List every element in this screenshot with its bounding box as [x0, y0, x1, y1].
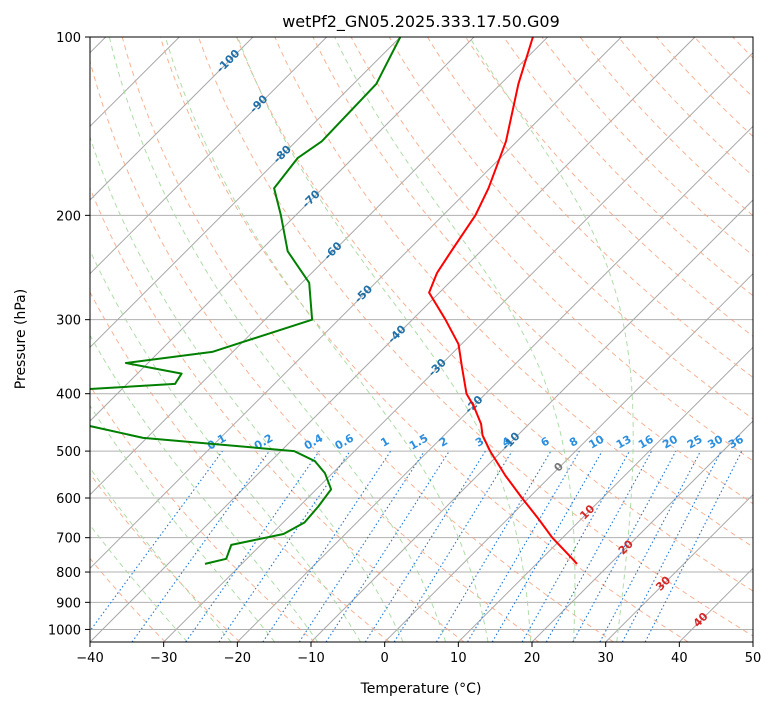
moist-adiabat	[108, 37, 446, 642]
profiles	[90, 37, 578, 565]
dry-adiabat	[90, 186, 465, 642]
dry-adiabat	[236, 37, 753, 592]
dewpoint-profile-line	[90, 37, 402, 565]
dry-adiabat	[312, 37, 753, 505]
dry-adiabat	[541, 37, 753, 257]
mixing-ratio-line	[572, 450, 677, 642]
x-tick-label: 0	[381, 651, 389, 666]
plot-area: 0.1 0.2 0.4 0.6 1 1.5 2 3 4 6 8 10 13 16 20 25 30 36-100-…	[90, 37, 753, 642]
y-tick-label: 200	[56, 209, 81, 224]
dry-adiabat	[465, 37, 753, 338]
dry-adiabat	[274, 37, 753, 548]
y-tick-label: 100	[56, 31, 81, 46]
moist-adiabat	[90, 404, 276, 642]
moist-adiabats	[90, 37, 634, 642]
y-tick-label: 400	[56, 388, 81, 403]
x-tick-label: 40	[671, 651, 688, 666]
isotherm	[90, 37, 401, 349]
moist-adiabat	[90, 249, 362, 642]
y-axis-label: Pressure (hPa)	[13, 289, 29, 389]
moist-adiabat	[334, 37, 576, 642]
moist-adiabat	[90, 135, 404, 642]
moist-adiabat	[90, 467, 232, 642]
isotherm	[163, 51, 753, 642]
dry-adiabat	[350, 37, 753, 462]
plot-frame	[89, 36, 754, 643]
temperature-profile-line	[428, 37, 578, 565]
y-tick-label: 800	[56, 566, 81, 581]
y-tick-label: 900	[56, 596, 81, 611]
y-tick-label: 600	[56, 492, 81, 507]
y-tick-label: 1000	[48, 623, 81, 638]
dry-adiabat	[426, 37, 753, 378]
dry-adiabat	[579, 37, 753, 217]
chart-title: wetPf2_GN05.2025.333.17.50.G09	[282, 12, 560, 32]
moist-adiabat	[237, 37, 532, 642]
isotherm	[90, 37, 254, 201]
x-tick-label: 10	[450, 651, 467, 666]
moist-adiabat	[90, 334, 319, 642]
x-axis-label: Temperature (°C)	[360, 681, 482, 697]
mixing-ratio-line	[393, 450, 513, 642]
x-tick-label: 30	[597, 651, 614, 666]
mixing-ratio-line	[545, 450, 653, 642]
y-tick-label: 300	[56, 314, 81, 329]
dry-adiabat	[90, 384, 316, 642]
x-tick-label: −20	[224, 651, 251, 666]
x-tick-label: −10	[297, 651, 324, 666]
moist-adiabat	[90, 524, 188, 642]
mixing-ratio-line	[435, 450, 552, 642]
isotherm	[90, 37, 328, 275]
isotherm	[605, 493, 753, 642]
isotherms	[90, 37, 753, 642]
isotherm	[310, 199, 753, 642]
mixing-ratio-line	[325, 450, 450, 642]
x-tick-label: 50	[745, 651, 762, 666]
isotherm	[90, 37, 696, 642]
isotherm	[457, 346, 753, 642]
x-tick-label: −40	[76, 651, 103, 666]
mixing-ratio-line	[185, 450, 320, 642]
mixing-ratio-line	[521, 450, 630, 642]
dry-adiabat	[121, 37, 614, 642]
isotherm	[236, 125, 753, 642]
dry-adiabat	[90, 59, 540, 642]
x-tick-label: 20	[524, 651, 541, 666]
pressure-gridlines	[90, 37, 753, 630]
isotherm	[531, 420, 753, 642]
mixing-ratio-line	[364, 450, 486, 642]
axes: −40 −30 −20 −10 0 10 20 30 40 50 100 200 300 400 500 60…	[48, 31, 761, 666]
dry-adiabat	[198, 37, 753, 637]
dry-adiabat	[388, 37, 753, 420]
mixing-ratio-line	[467, 450, 580, 642]
dry-adiabats	[90, 37, 753, 642]
mixing-ratio-lines	[90, 450, 743, 642]
y-tick-label: 500	[56, 445, 81, 460]
dry-adiabat	[503, 37, 753, 297]
isotherm	[90, 37, 622, 570]
y-tick-label: 700	[56, 532, 81, 547]
moist-adiabat	[164, 37, 489, 642]
mixing-ratio-line	[491, 450, 603, 642]
isotherm	[90, 37, 549, 496]
isotherm	[90, 37, 475, 422]
isotherm	[384, 272, 753, 642]
x-tick-label: −30	[150, 651, 177, 666]
dry-adiabat	[617, 37, 753, 177]
